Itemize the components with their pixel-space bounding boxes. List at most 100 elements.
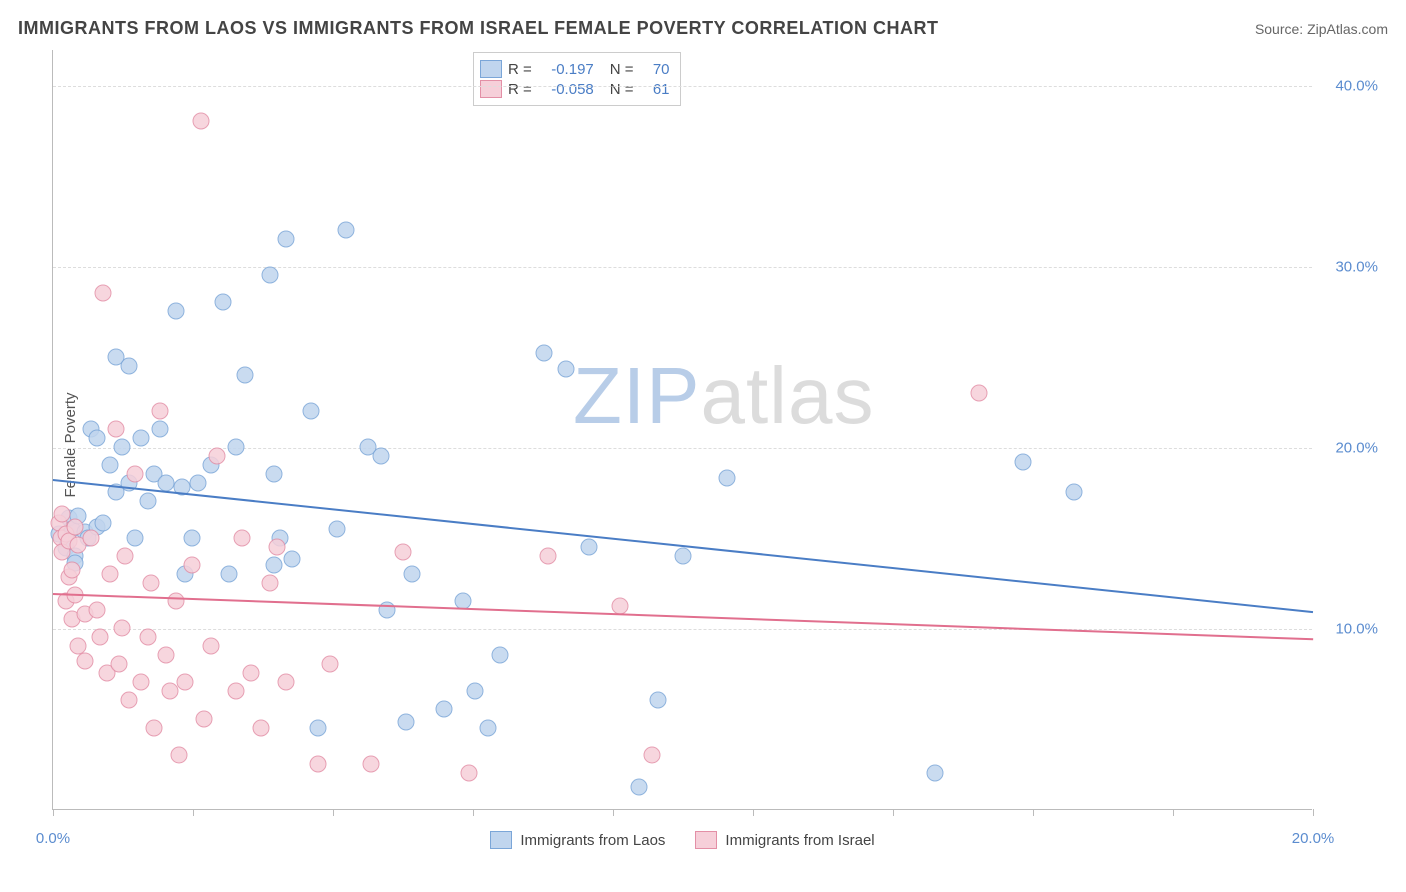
scatter-point (467, 683, 484, 700)
scatter-point (394, 544, 411, 561)
scatter-point (183, 529, 200, 546)
x-tick (1173, 809, 1174, 816)
scatter-point (372, 448, 389, 465)
scatter-point (234, 529, 251, 546)
y-tick-label: 10.0% (1335, 621, 1378, 638)
source-label: Source: (1255, 21, 1307, 37)
x-tick (1313, 809, 1314, 816)
scatter-point (161, 683, 178, 700)
scatter-point (303, 402, 320, 419)
trend-line (53, 593, 1313, 640)
scatter-point (479, 719, 496, 736)
plot-area: ZIPatlas R =-0.197N =70R =-0.058N =61 Im… (52, 50, 1312, 810)
scatter-point (328, 520, 345, 537)
scatter-point (278, 674, 295, 691)
legend-item: Immigrants from Laos (490, 831, 665, 849)
correlation-row: R =-0.058N =61 (480, 80, 670, 98)
scatter-point (101, 565, 118, 582)
scatter-point (675, 547, 692, 564)
scatter-point (126, 466, 143, 483)
n-value: 70 (640, 61, 670, 78)
legend-swatch (695, 831, 717, 849)
scatter-point (539, 547, 556, 564)
x-tick (1033, 809, 1034, 816)
scatter-point (95, 515, 112, 532)
scatter-point (120, 357, 137, 374)
gridline (53, 629, 1312, 630)
scatter-point (193, 113, 210, 130)
scatter-point (237, 366, 254, 383)
scatter-point (649, 692, 666, 709)
legend-item: Immigrants from Israel (695, 831, 874, 849)
scatter-point (133, 674, 150, 691)
scatter-point (536, 345, 553, 362)
scatter-point (183, 556, 200, 573)
scatter-point (215, 294, 232, 311)
correlation-box: R =-0.197N =70R =-0.058N =61 (473, 52, 681, 106)
legend-label: Immigrants from Laos (520, 832, 665, 849)
scatter-point (262, 574, 279, 591)
r-label: R = (508, 61, 532, 78)
scatter-point (208, 448, 225, 465)
scatter-point (397, 714, 414, 731)
chart: Female Poverty ZIPatlas R =-0.197N =70R … (52, 50, 1392, 840)
scatter-point (152, 421, 169, 438)
n-value: 61 (640, 81, 670, 98)
scatter-point (630, 779, 647, 796)
n-label: N = (610, 81, 634, 98)
scatter-point (1065, 484, 1082, 501)
scatter-point (927, 764, 944, 781)
legend-swatch (480, 80, 502, 98)
scatter-point (643, 746, 660, 763)
scatter-point (337, 221, 354, 238)
scatter-point (120, 692, 137, 709)
scatter-point (108, 421, 125, 438)
scatter-point (278, 231, 295, 248)
x-tick-label: 20.0% (1292, 830, 1335, 847)
scatter-point (284, 551, 301, 568)
scatter-point (363, 755, 380, 772)
scatter-point (114, 439, 131, 456)
legend-swatch (480, 60, 502, 78)
scatter-point (142, 574, 159, 591)
scatter-point (114, 620, 131, 637)
source-name: ZipAtlas.com (1307, 21, 1388, 37)
scatter-point (719, 469, 736, 486)
scatter-point (133, 430, 150, 447)
scatter-point (460, 764, 477, 781)
scatter-point (309, 719, 326, 736)
scatter-point (158, 475, 175, 492)
scatter-point (202, 638, 219, 655)
scatter-point (126, 529, 143, 546)
scatter-point (580, 538, 597, 555)
scatter-point (167, 303, 184, 320)
scatter-point (117, 547, 134, 564)
x-tick (193, 809, 194, 816)
gridline (53, 267, 1312, 268)
gridline (53, 86, 1312, 87)
legend-swatch (490, 831, 512, 849)
scatter-point (265, 556, 282, 573)
scatter-point (167, 592, 184, 609)
x-tick (613, 809, 614, 816)
scatter-point (221, 565, 238, 582)
scatter-point (243, 665, 260, 682)
scatter-point (1015, 453, 1032, 470)
scatter-point (252, 719, 269, 736)
scatter-point (63, 562, 80, 579)
x-tick-label: 0.0% (36, 830, 70, 847)
scatter-point (177, 674, 194, 691)
x-tick (473, 809, 474, 816)
legend-label: Immigrants from Israel (725, 832, 874, 849)
chart-title: IMMIGRANTS FROM LAOS VS IMMIGRANTS FROM … (18, 18, 939, 39)
correlation-row: R =-0.197N =70 (480, 60, 670, 78)
scatter-point (435, 701, 452, 718)
scatter-point (89, 430, 106, 447)
scatter-point (76, 652, 93, 669)
watermark: ZIPatlas (573, 350, 874, 442)
scatter-point (262, 267, 279, 284)
scatter-point (95, 285, 112, 302)
scatter-point (139, 493, 156, 510)
x-tick (333, 809, 334, 816)
scatter-point (92, 629, 109, 646)
